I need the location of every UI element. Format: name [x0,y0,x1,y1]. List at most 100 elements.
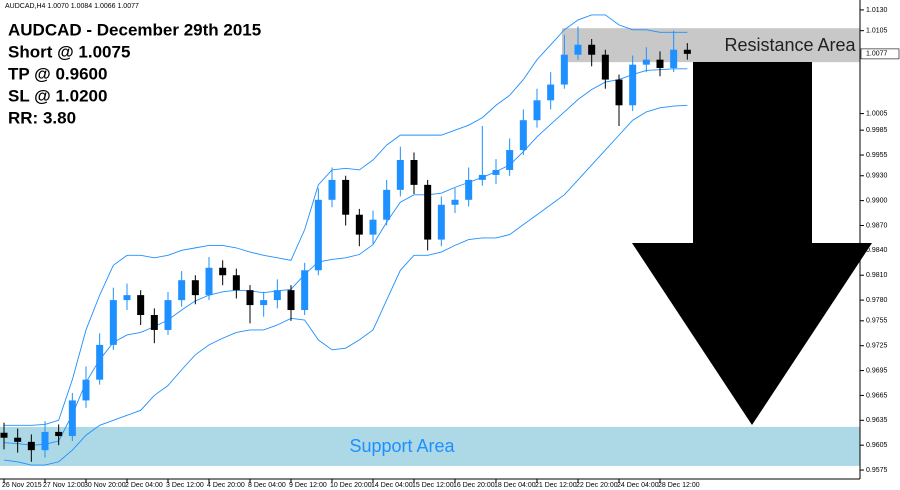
y-tick-label: 0.9635 [866,417,888,424]
y-tick-label: 0.9695 [866,367,888,374]
candle-body [492,169,500,175]
y-tick-label: 0.9725 [866,343,888,350]
candle-body [260,300,268,306]
candle-body [629,64,637,106]
candle-body [369,219,377,235]
candle-body [560,54,568,85]
candle-body [588,44,596,55]
x-tick-label: 30 Nov 20:00 [84,482,126,489]
zone-label: Support Area [349,436,455,456]
candle-body [82,379,90,401]
y-tick-label: 0.9955 [866,152,888,159]
y-tick-label: 1.0130 [866,7,888,14]
candle-body [246,290,254,306]
candle-body [410,160,418,185]
candle-body [465,179,473,200]
y-tick-label: 0.9605 [866,442,888,449]
note: RR: 3.80 [8,108,76,127]
candle-body [68,400,76,437]
candle-body [96,344,104,380]
candle-body [219,267,227,276]
candle-body [14,437,22,442]
axis-labels: 1.0130 1.0105 1.0005 0.9985 0.9955 0.9930 0.99… [2,7,900,489]
candle-body [547,84,555,101]
x-tick-label: 2 Dec 04:00 [125,482,163,489]
y-tick-label: 0.9780 [866,297,888,304]
candle-body [0,432,8,438]
candle-body [519,120,527,151]
zone-label: Resistance Area [724,35,856,55]
x-tick-label: 3 Dec 12:00 [166,482,204,489]
candle-body [533,100,541,121]
candle-body [683,49,691,54]
y-tick-label: 0.9900 [866,197,888,204]
zone [0,426,860,466]
symbol-info: AUDCAD,H4 1.0070 1.0084 1.0066 1.0077 [5,3,139,10]
y-tick-label: 0.9575 [866,467,888,474]
candle-body [109,300,117,345]
x-tick-label: 4 Dec 20:00 [207,482,245,489]
chart-title: AUDCAD - December 29th 2015 [8,20,261,39]
x-tick-label: 28 Dec 12:00 [658,482,700,489]
x-tick-label: 16 Dec 20:00 [453,482,495,489]
x-tick-label: 15 Dec 12:00 [412,482,454,489]
x-tick-label: 8 Dec 04:00 [248,482,286,489]
band-lower [3,104,688,466]
candle-body [670,49,678,68]
y-tick-label: 0.9810 [866,272,888,279]
candle-body [437,204,445,240]
zones: Resistance Area Support Area [0,28,860,466]
candle-body [137,295,145,316]
candle-body [656,59,664,68]
x-tick-label: 26 Nov 2015 [2,482,42,489]
last-price-label: 1.0077 [866,51,888,58]
y-tick-label: 1.0105 [866,28,888,35]
candle-body [55,431,63,437]
y-tick-label: 0.9985 [866,127,888,134]
candle-body [314,199,322,271]
band-upper [4,14,688,426]
zone [562,28,860,63]
candle-body [287,290,295,311]
x-tick-label: 10 Dec 20:00 [330,482,372,489]
candle-body [478,174,486,180]
candle-body [355,214,363,235]
candle-body [396,160,404,190]
candle-body [205,267,213,296]
candle-body [27,441,35,451]
candle-body [123,295,131,301]
candle-body [178,280,186,301]
band-middle [3,68,688,446]
candles [0,26,691,462]
candle-body [424,184,432,240]
candle-body [191,280,199,296]
candle-body [601,54,609,80]
y-tick-label: 1.0005 [866,110,888,117]
y-tick-label: 0.9840 [866,247,888,254]
candle-body [383,189,391,220]
candle-body [615,79,623,106]
y-tick-label: 0.9665 [866,392,888,399]
candle-body [506,150,514,170]
note: TP @ 0.9600 [8,64,107,83]
candle-body [342,179,350,215]
candle-body [642,59,650,65]
candle-body [232,275,240,291]
candle-body [41,431,49,451]
down-arrow [632,62,872,425]
note: Short @ 1.0075 [8,42,130,61]
candle-body [328,179,336,200]
x-tick-label: 18 Dec 04:00 [494,482,536,489]
x-tick-label: 22 Dec 20:00 [576,482,618,489]
bands [3,14,688,466]
candle-body [574,44,582,55]
y-tick-label: 0.9930 [866,173,888,180]
candle-body [273,290,281,301]
candle-body [164,300,172,330]
last-price-box [860,48,900,60]
y-tick-label: 0.9870 [866,222,888,229]
note: SL @ 1.0200 [8,86,107,105]
x-tick-label: 14 Dec 04:00 [371,482,413,489]
